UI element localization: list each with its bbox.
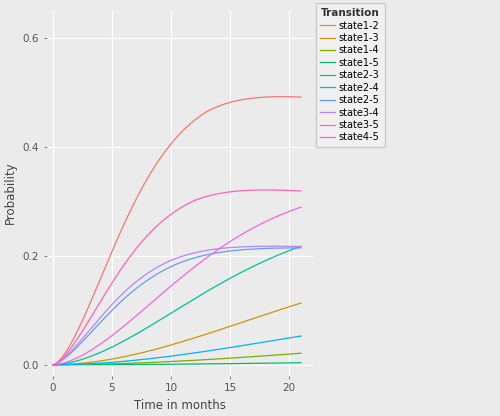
state1-4 bbox=[50, 362, 56, 367]
state2-5 bbox=[292, 245, 298, 250]
state2-3 bbox=[254, 262, 260, 267]
state3-5 bbox=[168, 284, 173, 289]
state1-2 bbox=[168, 142, 173, 147]
state2-4 bbox=[169, 354, 175, 359]
Line: state3-4: state3-4 bbox=[53, 246, 301, 365]
state1-5 bbox=[168, 362, 173, 367]
state2-3 bbox=[198, 293, 203, 298]
state1-2 bbox=[169, 140, 175, 145]
state3-5 bbox=[184, 270, 190, 275]
state1-3 bbox=[298, 300, 304, 305]
state1-2 bbox=[198, 113, 203, 118]
state1-3 bbox=[169, 342, 175, 347]
state1-2 bbox=[298, 94, 304, 99]
Line: state4-5: state4-5 bbox=[53, 190, 301, 365]
state1-3 bbox=[184, 338, 190, 343]
state1-4 bbox=[254, 354, 260, 359]
state1-3 bbox=[50, 362, 56, 367]
state3-5 bbox=[169, 282, 175, 287]
state2-5 bbox=[169, 264, 175, 269]
Y-axis label: Probability: Probability bbox=[4, 162, 17, 225]
state2-3 bbox=[298, 244, 304, 249]
state1-3 bbox=[198, 334, 203, 339]
state2-4 bbox=[198, 349, 203, 354]
state2-5 bbox=[298, 245, 304, 250]
X-axis label: Time in months: Time in months bbox=[134, 399, 226, 412]
state1-4 bbox=[184, 358, 190, 363]
Legend: state1-2, state1-3, state1-4, state1-5, state2-3, state2-4, state2-5, state3-4, : state1-2, state1-3, state1-4, state1-5, … bbox=[316, 3, 384, 147]
state1-5 bbox=[254, 361, 260, 366]
state3-4 bbox=[184, 252, 190, 257]
Line: state2-3: state2-3 bbox=[53, 246, 301, 365]
state1-5 bbox=[169, 362, 175, 367]
state1-3 bbox=[292, 302, 298, 307]
state4-5 bbox=[262, 188, 268, 193]
state3-5 bbox=[292, 207, 298, 212]
state1-4 bbox=[298, 351, 304, 356]
Line: state1-4: state1-4 bbox=[53, 353, 301, 365]
state1-4 bbox=[198, 357, 203, 362]
state2-3 bbox=[50, 362, 56, 367]
Line: state2-4: state2-4 bbox=[53, 336, 301, 365]
state2-3 bbox=[184, 301, 190, 306]
state4-5 bbox=[50, 362, 56, 367]
state4-5 bbox=[254, 188, 260, 193]
state3-4 bbox=[169, 258, 175, 262]
state1-4 bbox=[169, 359, 175, 364]
state2-4 bbox=[292, 334, 298, 339]
state2-5 bbox=[184, 258, 190, 262]
state4-5 bbox=[169, 211, 175, 216]
state2-5 bbox=[50, 362, 56, 367]
state3-4 bbox=[292, 244, 298, 249]
state2-3 bbox=[168, 311, 173, 316]
state3-4 bbox=[254, 244, 260, 249]
state1-4 bbox=[168, 359, 173, 364]
state1-5 bbox=[298, 360, 304, 365]
state1-2 bbox=[292, 94, 298, 99]
state1-5 bbox=[292, 360, 298, 365]
Line: state1-2: state1-2 bbox=[53, 97, 301, 365]
state1-5 bbox=[50, 362, 56, 367]
state3-4 bbox=[198, 249, 203, 254]
state1-2 bbox=[50, 362, 56, 367]
state1-2 bbox=[254, 95, 260, 100]
state3-4 bbox=[298, 244, 304, 249]
state2-5 bbox=[254, 246, 260, 251]
Line: state3-5: state3-5 bbox=[53, 207, 301, 365]
state4-5 bbox=[168, 212, 173, 217]
Line: state2-5: state2-5 bbox=[53, 248, 301, 365]
state1-2 bbox=[278, 94, 284, 99]
Line: state1-3: state1-3 bbox=[53, 303, 301, 365]
state2-4 bbox=[184, 352, 190, 357]
state3-4 bbox=[168, 258, 173, 263]
state3-4 bbox=[50, 362, 56, 367]
Line: state1-5: state1-5 bbox=[53, 363, 301, 365]
state2-5 bbox=[198, 254, 203, 259]
state2-4 bbox=[50, 362, 56, 367]
state2-4 bbox=[168, 354, 173, 359]
state4-5 bbox=[292, 188, 298, 193]
state1-3 bbox=[168, 343, 173, 348]
state2-4 bbox=[254, 341, 260, 346]
state4-5 bbox=[198, 196, 203, 201]
state4-5 bbox=[298, 188, 304, 193]
state1-5 bbox=[198, 362, 203, 366]
state1-5 bbox=[184, 362, 190, 366]
state3-5 bbox=[50, 362, 56, 367]
state3-4 bbox=[270, 244, 276, 249]
state3-5 bbox=[254, 224, 260, 229]
state3-5 bbox=[198, 260, 203, 265]
state2-3 bbox=[169, 310, 175, 315]
state3-5 bbox=[298, 205, 304, 210]
state1-2 bbox=[184, 124, 190, 129]
state1-4 bbox=[292, 351, 298, 356]
state2-3 bbox=[292, 246, 298, 251]
state2-4 bbox=[298, 334, 304, 339]
state2-5 bbox=[168, 264, 173, 269]
state1-3 bbox=[254, 315, 260, 320]
state4-5 bbox=[184, 202, 190, 207]
